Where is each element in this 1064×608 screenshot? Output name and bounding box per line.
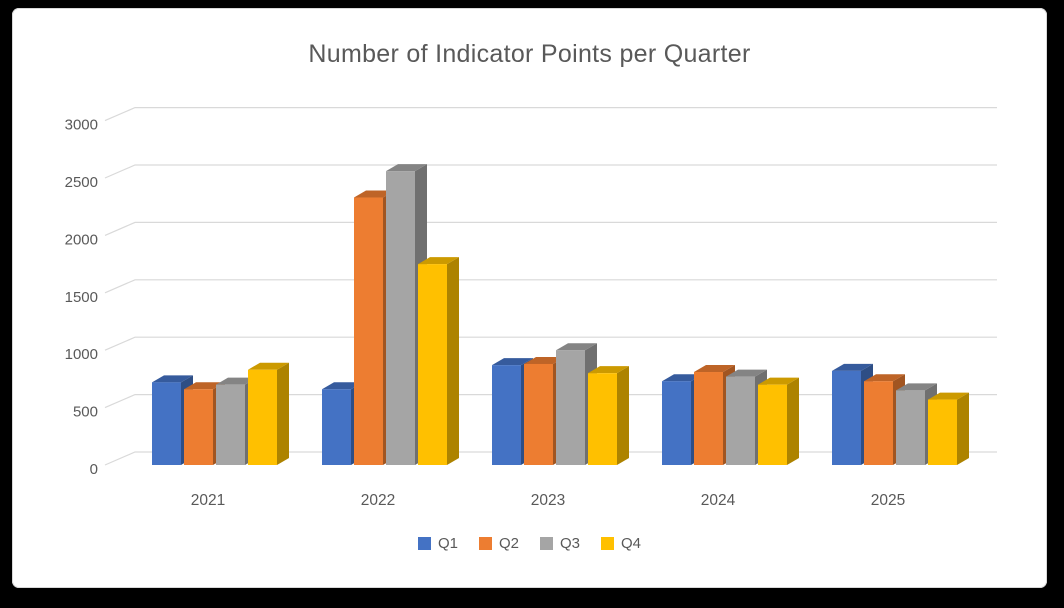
y-tick-label-1500: 1500 [65, 289, 98, 306]
y-tick-label-2500: 2500 [65, 174, 98, 191]
legend-label-q3: Q3 [560, 535, 581, 552]
bar-top-face [322, 382, 363, 390]
bar-q4-2022 [418, 257, 459, 465]
bar-top-face [184, 382, 225, 390]
bar-side-face [617, 366, 629, 465]
bar-front-face [184, 389, 213, 465]
bar-front-face [216, 384, 245, 465]
legend-item-q2: Q2 [478, 535, 519, 552]
bar-top-face [726, 369, 767, 377]
bar-front-face [832, 370, 861, 465]
y-tick-label-2000: 2000 [65, 231, 98, 248]
chart-panel: 0 500 1000 1500 2000 2500 3000 2021 2022 2023 2024… [12, 8, 1047, 588]
bar-side-face [277, 362, 289, 465]
bar-front-face [354, 197, 383, 466]
bar-front-face [588, 373, 617, 465]
bar-top-face [864, 374, 905, 382]
bar-front-face [726, 376, 755, 465]
bar-top-face [216, 377, 257, 385]
legend-label-q4: Q4 [621, 535, 642, 552]
bar-top-face [758, 377, 799, 385]
gridline-1000 [104, 336, 997, 351]
legend-item-q1: Q1 [417, 535, 458, 552]
legend-label-q1: Q1 [437, 535, 458, 552]
bar-top-face [896, 383, 937, 391]
legend-swatch-q3 [540, 537, 553, 550]
gridline-2000 [104, 221, 997, 236]
legend: Q1 Q2 Q3 Q4 [12, 535, 1047, 552]
bar-top-face [524, 356, 565, 364]
legend-item-q4: Q4 [601, 535, 641, 552]
bar-front-face [492, 365, 521, 465]
legend-swatch-q2 [478, 537, 492, 550]
bar-top-face [694, 365, 735, 373]
bar-top-face [928, 392, 969, 400]
bar-front-face [386, 171, 415, 465]
y-tick-label-500: 500 [73, 404, 98, 421]
bar-front-face [418, 264, 447, 465]
y-tick-label-1000: 1000 [65, 346, 98, 363]
bar-front-face [152, 382, 181, 465]
bar-front-face [248, 369, 277, 465]
bar-front-face [864, 381, 893, 465]
bar-front-face [928, 399, 957, 465]
bar-front-face [322, 389, 351, 465]
bar-front-face [524, 363, 553, 465]
legend-item-q3: Q3 [540, 535, 580, 552]
x-axis-label-2024: 2024 [701, 492, 736, 509]
bar-front-face [758, 384, 787, 465]
bar-top-face [492, 358, 533, 366]
chart-title: Number of Indicator Points per Quarter [308, 40, 751, 68]
bar-side-face [447, 257, 459, 465]
gridline-1500 [104, 279, 997, 294]
bar-top-face [588, 366, 629, 374]
y-tick-label-3000: 3000 [65, 117, 98, 134]
bar-front-face [896, 390, 925, 465]
bar-side-face [787, 377, 799, 465]
x-axis-label-2021: 2021 [191, 492, 225, 509]
bar-top-face [556, 343, 597, 351]
bar-q4-2024 [758, 377, 799, 465]
bar-top-face [832, 363, 873, 371]
bar-top-face [418, 257, 459, 265]
bar-q4-2023 [588, 366, 629, 465]
bar-top-face [354, 190, 395, 198]
bar-top-face [248, 362, 289, 370]
bar-top-face [662, 374, 703, 382]
bar-front-face [662, 381, 691, 465]
x-axis-label-2023: 2023 [531, 492, 565, 509]
bar-side-face [957, 392, 969, 465]
plot-area: 0 500 1000 1500 2000 2500 3000 2021 2022 2023 2024… [65, 107, 997, 509]
x-axis-label-2022: 2022 [361, 492, 395, 509]
legend-swatch-q1 [417, 537, 431, 550]
legend-swatch-q4 [601, 537, 615, 550]
bar-top-face [152, 375, 193, 383]
x-axis-label-2025: 2025 [871, 492, 905, 509]
bar-top-face [386, 164, 427, 172]
bar-q4-2025 [928, 392, 969, 465]
gridline-2500 [104, 164, 997, 179]
bar-front-face [556, 350, 585, 465]
y-tick-label-0: 0 [90, 461, 98, 478]
bar-q4-2021 [248, 362, 289, 465]
gridline-3000 [104, 107, 997, 122]
legend-label-q2: Q2 [498, 535, 519, 552]
bar-front-face [694, 372, 723, 465]
